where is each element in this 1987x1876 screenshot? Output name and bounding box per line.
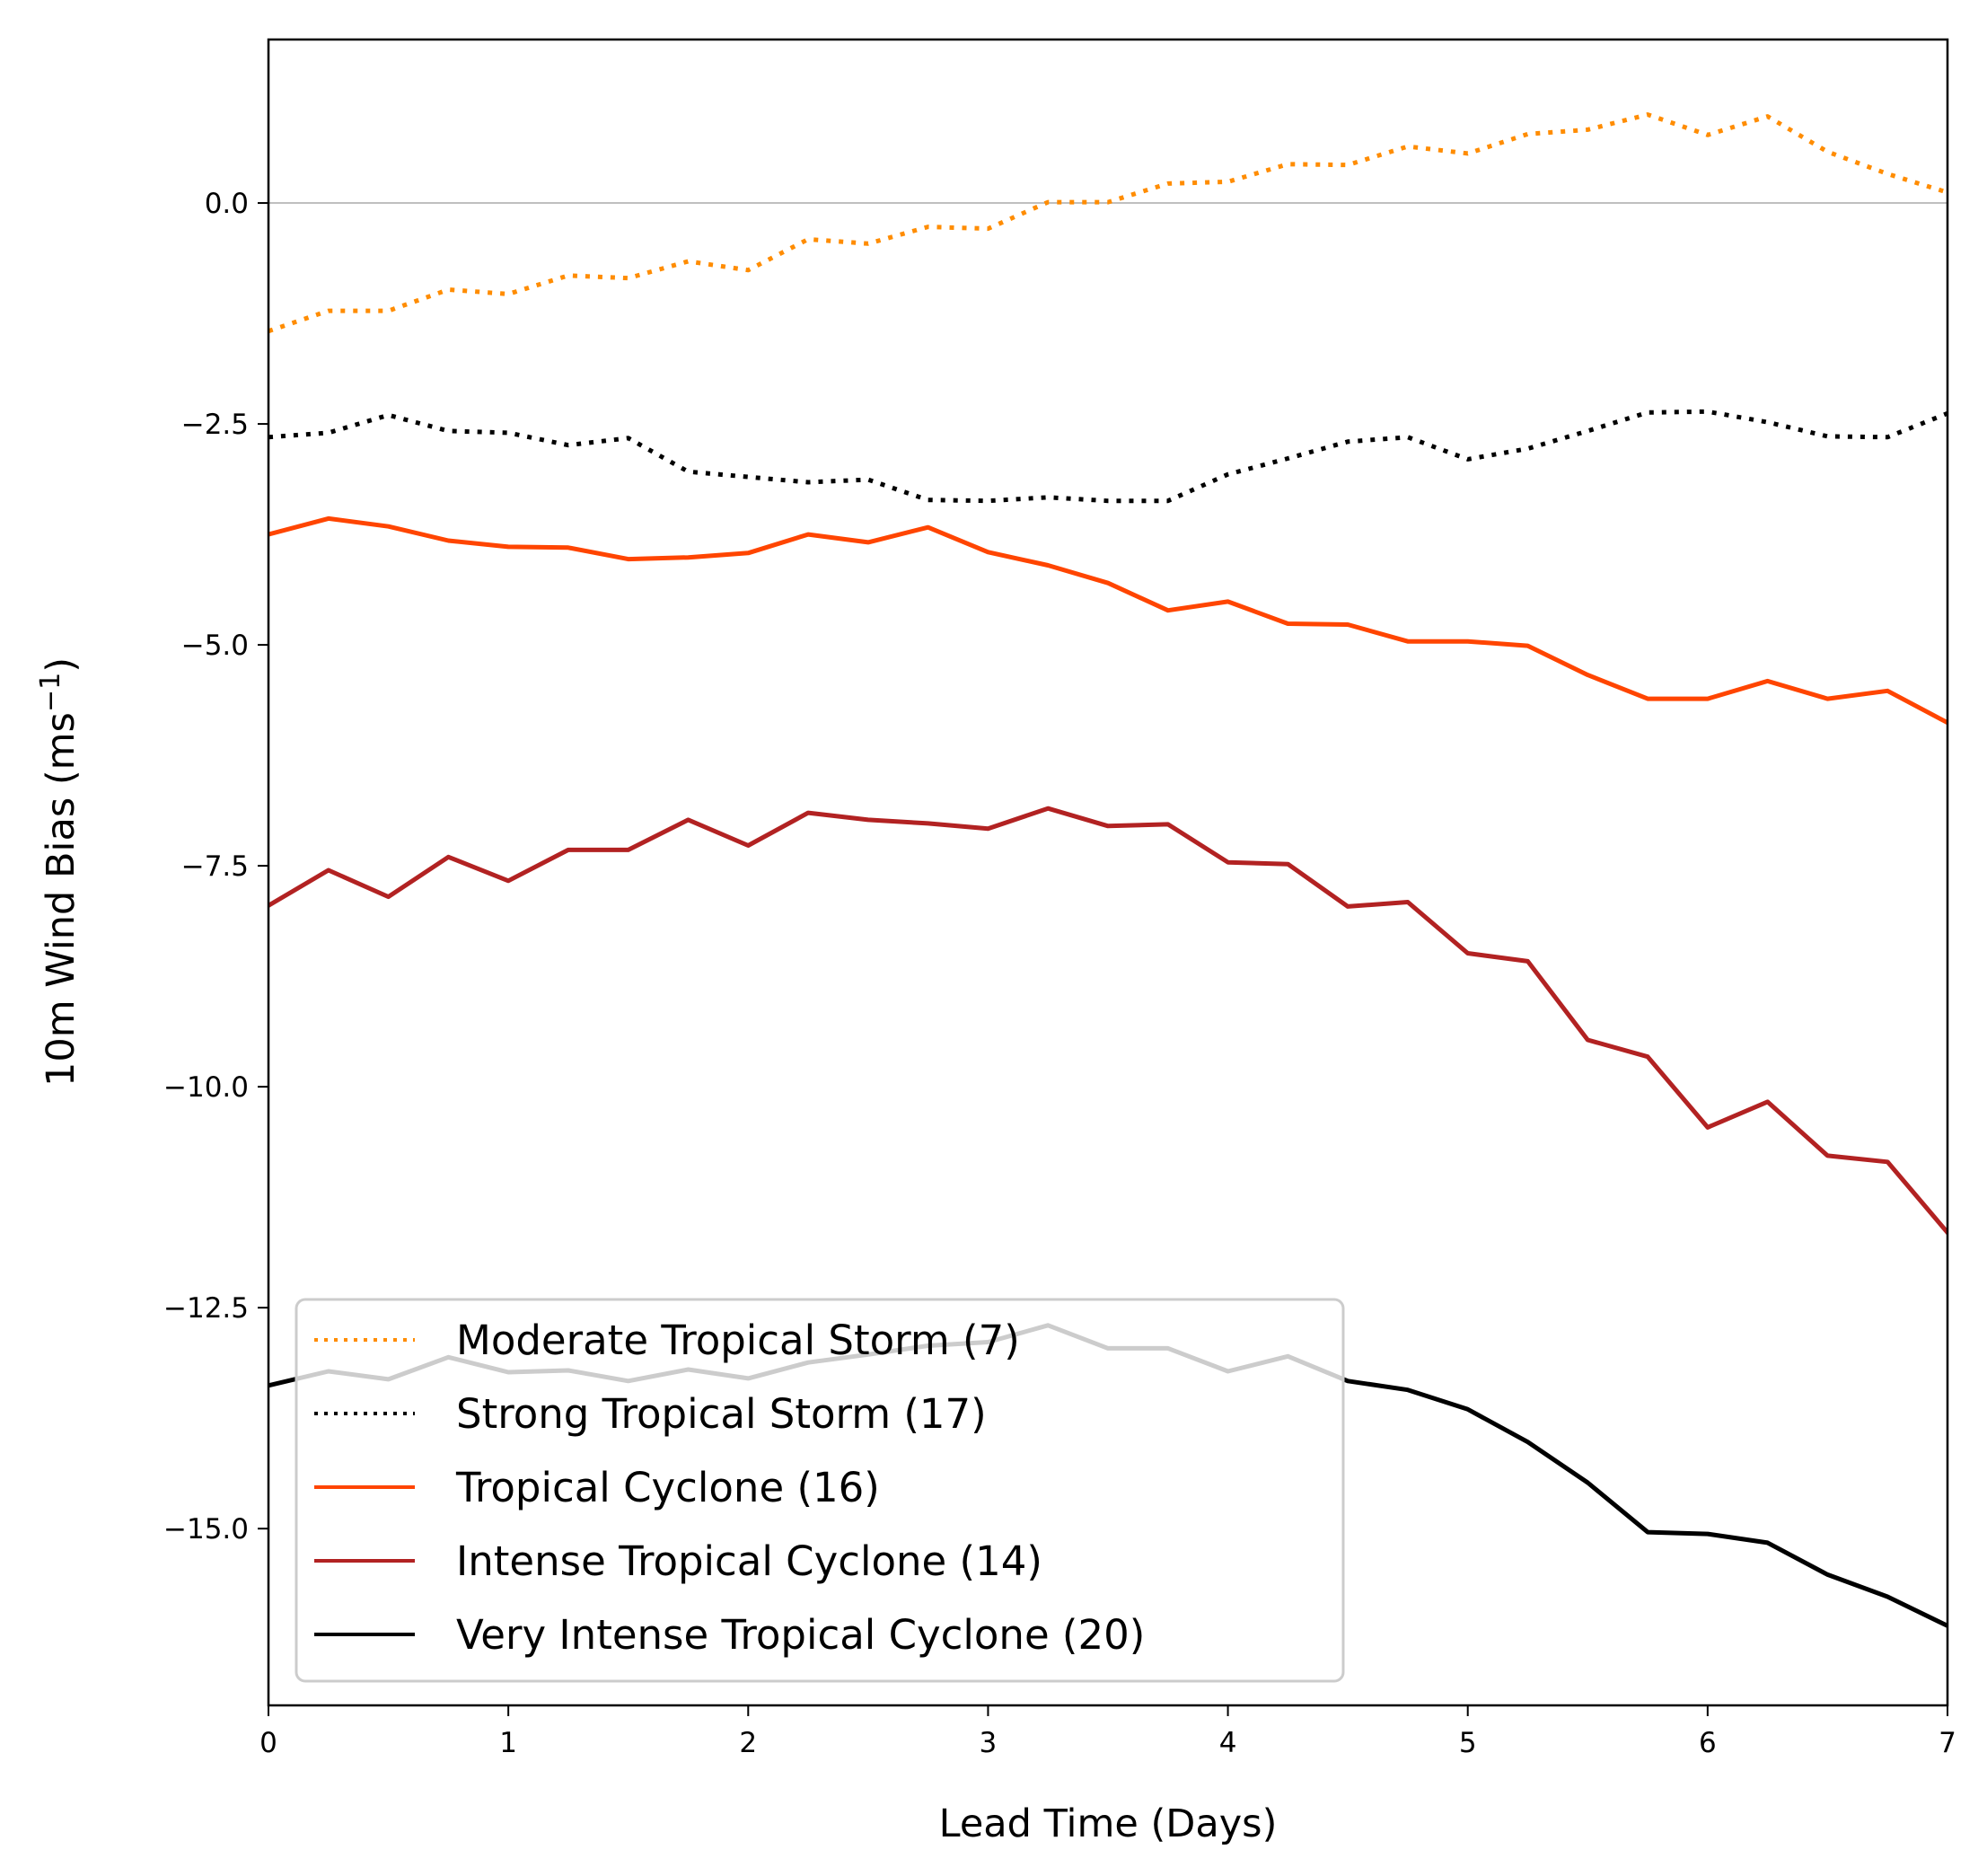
legend-entries: Moderate Tropical Storm (7) Strong Tropic… [314, 1317, 1145, 1659]
x-tick-label: 4 [1219, 1727, 1237, 1759]
x-tick-label: 2 [739, 1727, 757, 1759]
y-tick-label: −5.0 [181, 630, 249, 662]
legend-label-2: Strong Tropical Storm (17) [456, 1390, 987, 1438]
x-tick-label: 1 [499, 1727, 517, 1759]
y-tick-label: −10.0 [163, 1071, 249, 1104]
legend: Moderate Tropical Storm (7) Strong Tropic… [295, 1298, 1345, 1683]
x-tick-label: 3 [980, 1727, 998, 1759]
x-tick-label: 6 [1699, 1727, 1717, 1759]
y-axis-ticks: 0.0 −2.5 −5.0 −7.5 −10.0 −12.5 −15.0 [163, 188, 268, 1546]
y-axis-label-close: ) [39, 657, 84, 673]
series-line-4 [268, 806, 1947, 1237]
y-axis-label: 10m Wind Bias (ms−1) [35, 657, 84, 1087]
y-tick-label: −7.5 [181, 850, 249, 883]
legend-label-1: Moderate Tropical Storm (7) [456, 1317, 1020, 1364]
x-tick-label: 7 [1939, 1727, 1956, 1759]
series-line-3 [268, 515, 1947, 726]
legend-label-3: Tropical Cyclone (16) [455, 1464, 880, 1511]
y-tick-label: −2.5 [181, 409, 249, 441]
x-axis-ticks: 0 1 2 3 4 5 6 7 [259, 1705, 1956, 1759]
x-tick-label: 5 [1459, 1727, 1477, 1759]
x-axis-label: Lead Time (Days) [939, 1801, 1278, 1846]
y-tick-label: −12.5 [163, 1292, 249, 1325]
legend-label-4: Intense Tropical Cyclone (14) [456, 1537, 1042, 1585]
legend-label-5: Very Intense Tropical Cyclone (20) [456, 1611, 1145, 1659]
y-tick-label: −15.0 [163, 1513, 249, 1546]
series-line-2 [268, 409, 1947, 504]
legend-box [295, 1298, 1345, 1683]
y-axis-label-superscript: −1 [35, 673, 66, 712]
series-line-1 [268, 112, 1947, 334]
axes-frame [267, 38, 1949, 1707]
y-tick-label: 0.0 [205, 188, 249, 220]
x-tick-label: 0 [259, 1727, 277, 1759]
y-axis-label-main: 10m Wind Bias (ms [39, 712, 84, 1087]
